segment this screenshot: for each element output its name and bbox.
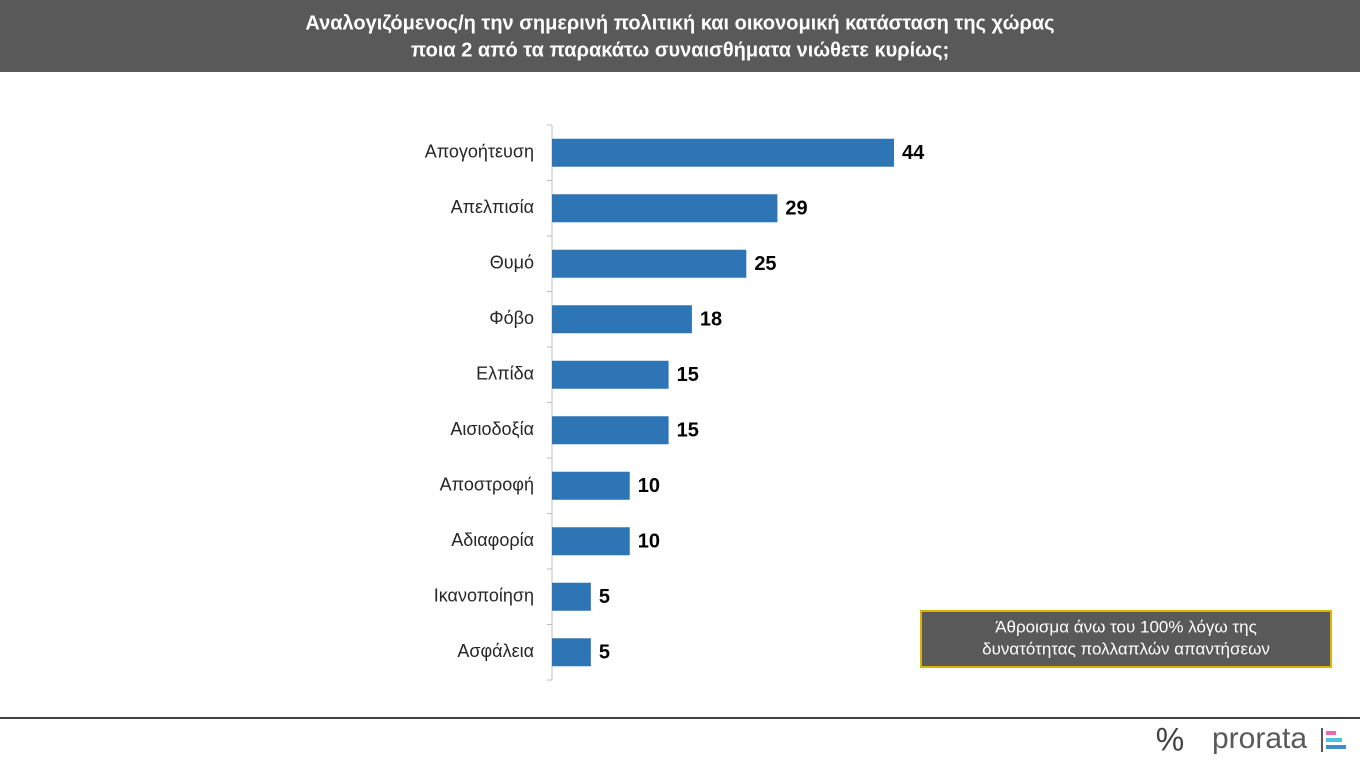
bar [552,638,591,667]
bar [552,249,747,278]
category-label: Αποστροφή [440,475,534,495]
category-label: Φόβο [489,308,534,328]
value-label: 25 [754,253,776,275]
chart-title: ποια 2 από τα παρακάτω συναισθήματα νιώθ… [411,39,949,61]
category-label: Απογοήτευση [425,142,534,162]
category-label: Απελπισία [451,197,534,217]
category-label: Ασφάλεια [457,641,534,661]
value-label: 29 [785,198,807,220]
note: δυνατότητας πολλαπλών απαντήσεων [982,639,1270,658]
value-label: 10 [638,475,660,497]
value-label: 10 [638,531,660,553]
bar [552,194,778,223]
note: Άθροισμα άνω του 100% λόγω της [995,617,1257,636]
value-label: 5 [599,586,610,608]
bar [552,360,669,389]
category-label: Αδιαφορία [451,530,534,550]
title-bar [0,0,1360,72]
value-label: 15 [677,420,699,442]
category-label: Θυμό [490,253,534,273]
value-label: 5 [599,642,610,664]
logo-icon [1326,738,1342,742]
logo-symbol: % [1156,721,1184,757]
logo-icon [1326,745,1346,749]
bar [552,138,894,167]
category-label: Αισιοδοξία [450,419,534,439]
bar [552,416,669,445]
bar [552,305,692,334]
bar [552,527,630,556]
bar [552,471,630,500]
value-label: 44 [902,142,925,164]
bar [552,582,591,611]
chart-title: Αναλογιζόμενος/η την σημερινή πολιτική κ… [305,12,1054,34]
logo-icon [1326,731,1336,735]
note-box [920,610,1332,668]
category-label: Ελπίδα [476,364,534,384]
value-label: 18 [700,309,722,331]
value-label: 15 [677,364,699,386]
logo-name: prorata [1212,722,1307,755]
category-label: Ικανοποίηση [434,586,534,606]
